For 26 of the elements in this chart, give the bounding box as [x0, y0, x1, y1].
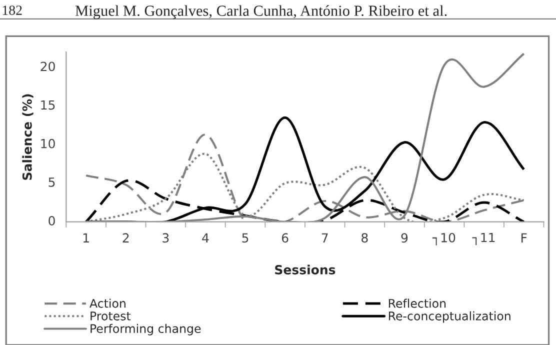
y-tick-label: 15 — [41, 100, 55, 110]
x-tick-label: 9 — [401, 233, 408, 243]
legend-label: Performing change — [90, 324, 201, 336]
y-axis-title: Salience (%) — [22, 94, 34, 180]
legend-label: Reflection — [388, 298, 446, 308]
legend-label: Re-conceptualization — [388, 311, 510, 323]
y-tick-label: 0 — [48, 216, 55, 226]
x-axis-title: Sessions — [275, 264, 336, 274]
x-tick-label: 6 — [282, 233, 288, 243]
legend-label: Protest — [90, 312, 131, 320]
legend-label: Action — [90, 298, 126, 308]
x-tick-label: 3 — [162, 233, 169, 243]
x-tick-label: 7 — [322, 233, 328, 242]
text: Miguel M. Gonçalves, Carla Cunha, António P. Ribeiro et al. — [75, 5, 447, 20]
x-tick-label: ┐10 — [432, 232, 456, 246]
x-tick-label: 1 — [83, 233, 89, 242]
x-tick-label: F — [522, 233, 527, 242]
y-tick-label: 10 — [41, 138, 55, 148]
y-tick-label: 20 — [40, 62, 55, 72]
text: 182 — [2, 6, 22, 15]
x-tick-label: 8 — [362, 233, 368, 243]
y-tick-label: 5 — [48, 178, 55, 187]
x-tick-label: ┐11 — [472, 232, 495, 246]
x-tick-label: 2 — [122, 233, 129, 242]
x-tick-label: 4 — [202, 233, 209, 242]
x-tick-label: 5 — [242, 233, 248, 243]
